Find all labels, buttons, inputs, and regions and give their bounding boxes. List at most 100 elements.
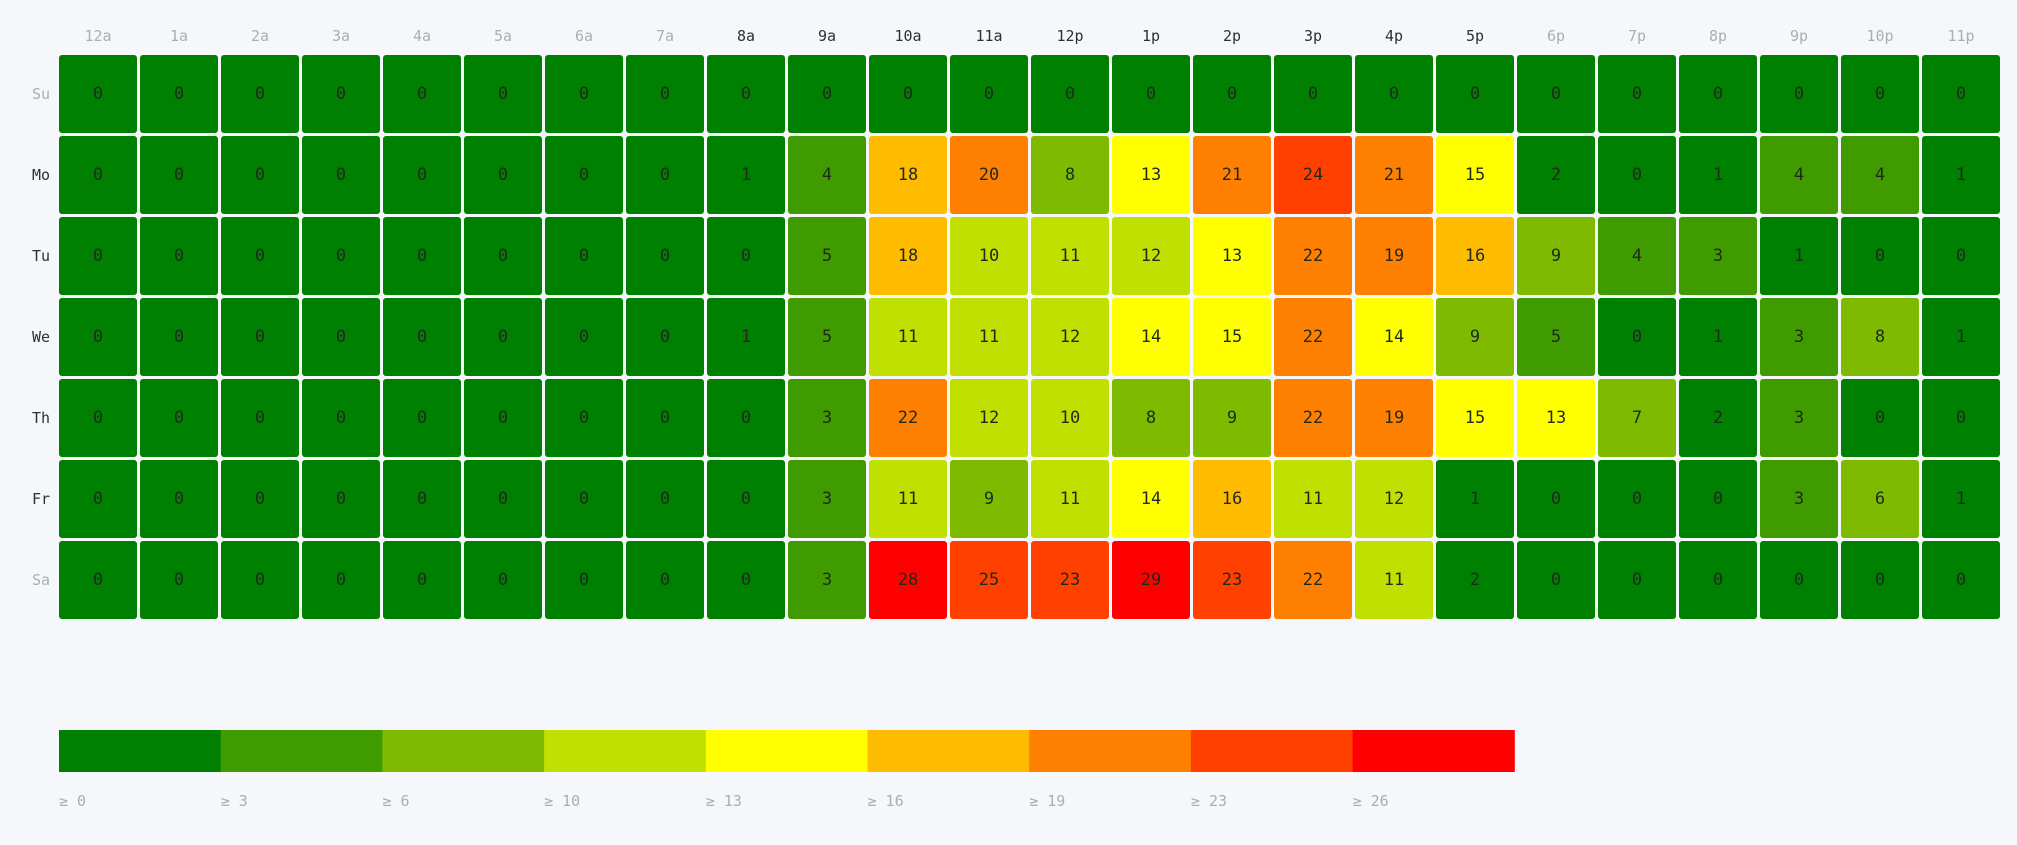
heatmap-cell[interactable] <box>221 541 299 619</box>
heatmap-cell[interactable] <box>1031 136 1109 214</box>
heatmap-cell[interactable] <box>140 541 218 619</box>
heatmap-cell[interactable] <box>626 55 704 133</box>
heatmap-cell[interactable] <box>869 541 947 619</box>
heatmap-cell[interactable] <box>626 541 704 619</box>
heatmap-cell[interactable] <box>221 55 299 133</box>
heatmap-cell[interactable] <box>788 298 866 376</box>
heatmap-cell[interactable] <box>626 217 704 295</box>
heatmap-cell[interactable] <box>1193 298 1271 376</box>
heatmap-cell[interactable] <box>140 379 218 457</box>
heatmap-cell[interactable] <box>1598 460 1676 538</box>
heatmap-cell[interactable] <box>788 460 866 538</box>
heatmap-cell[interactable] <box>1193 379 1271 457</box>
heatmap-cell[interactable] <box>707 541 785 619</box>
heatmap-cell[interactable] <box>1517 460 1595 538</box>
heatmap-cell[interactable] <box>140 55 218 133</box>
heatmap-cell[interactable] <box>626 298 704 376</box>
heatmap-cell[interactable] <box>869 379 947 457</box>
heatmap-cell[interactable] <box>1436 460 1514 538</box>
heatmap-cell[interactable] <box>1517 541 1595 619</box>
heatmap-cell[interactable] <box>1274 217 1352 295</box>
heatmap-cell[interactable] <box>545 460 623 538</box>
heatmap-cell[interactable] <box>1760 460 1838 538</box>
heatmap-cell[interactable] <box>1760 136 1838 214</box>
heatmap-cell[interactable] <box>1598 136 1676 214</box>
heatmap-cell[interactable] <box>788 55 866 133</box>
heatmap-cell[interactable] <box>1841 379 1919 457</box>
heatmap-cell[interactable] <box>1355 55 1433 133</box>
heatmap-cell[interactable] <box>1193 541 1271 619</box>
heatmap-cell[interactable] <box>1922 541 2000 619</box>
heatmap-cell[interactable] <box>464 541 542 619</box>
heatmap-cell[interactable] <box>302 217 380 295</box>
heatmap-cell[interactable] <box>950 136 1028 214</box>
heatmap-cell[interactable] <box>1112 541 1190 619</box>
heatmap-cell[interactable] <box>302 136 380 214</box>
heatmap-cell[interactable] <box>1760 217 1838 295</box>
heatmap-cell[interactable] <box>1031 460 1109 538</box>
heatmap-cell[interactable] <box>140 136 218 214</box>
heatmap-cell[interactable] <box>1355 136 1433 214</box>
heatmap-cell[interactable] <box>1436 217 1514 295</box>
heatmap-cell[interactable] <box>869 298 947 376</box>
heatmap-cell[interactable] <box>545 217 623 295</box>
heatmap-cell[interactable] <box>869 460 947 538</box>
heatmap-cell[interactable] <box>950 217 1028 295</box>
heatmap-cell[interactable] <box>626 379 704 457</box>
heatmap-cell[interactable] <box>950 379 1028 457</box>
heatmap-cell[interactable] <box>545 379 623 457</box>
heatmap-cell[interactable] <box>1922 379 2000 457</box>
heatmap-cell[interactable] <box>221 298 299 376</box>
heatmap-cell[interactable] <box>1679 460 1757 538</box>
heatmap-cell[interactable] <box>59 217 137 295</box>
heatmap-cell[interactable] <box>545 541 623 619</box>
heatmap-cell[interactable] <box>464 217 542 295</box>
heatmap-cell[interactable] <box>1031 541 1109 619</box>
heatmap-cell[interactable] <box>464 379 542 457</box>
heatmap-cell[interactable] <box>1193 217 1271 295</box>
heatmap-cell[interactable] <box>788 379 866 457</box>
heatmap-cell[interactable] <box>950 55 1028 133</box>
heatmap-cell[interactable] <box>464 136 542 214</box>
heatmap-cell[interactable] <box>1841 55 1919 133</box>
heatmap-cell[interactable] <box>1436 55 1514 133</box>
heatmap-cell[interactable] <box>221 217 299 295</box>
heatmap-cell[interactable] <box>1031 55 1109 133</box>
heatmap-cell[interactable] <box>1922 460 2000 538</box>
heatmap-cell[interactable] <box>1841 136 1919 214</box>
heatmap-cell[interactable] <box>1679 541 1757 619</box>
heatmap-cell[interactable] <box>545 136 623 214</box>
heatmap-cell[interactable] <box>59 541 137 619</box>
heatmap-cell[interactable] <box>869 136 947 214</box>
heatmap-cell[interactable] <box>59 460 137 538</box>
heatmap-cell[interactable] <box>1355 298 1433 376</box>
heatmap-cell[interactable] <box>1922 136 2000 214</box>
heatmap-cell[interactable] <box>59 298 137 376</box>
heatmap-cell[interactable] <box>869 217 947 295</box>
heatmap-cell[interactable] <box>383 541 461 619</box>
heatmap-cell[interactable] <box>383 379 461 457</box>
heatmap-cell[interactable] <box>1841 217 1919 295</box>
heatmap-cell[interactable] <box>545 55 623 133</box>
heatmap-cell[interactable] <box>1760 55 1838 133</box>
heatmap-cell[interactable] <box>1517 55 1595 133</box>
heatmap-cell[interactable] <box>1355 379 1433 457</box>
heatmap-cell[interactable] <box>302 55 380 133</box>
heatmap-cell[interactable] <box>302 460 380 538</box>
heatmap-cell[interactable] <box>1760 379 1838 457</box>
heatmap-cell[interactable] <box>1112 460 1190 538</box>
heatmap-cell[interactable] <box>1274 136 1352 214</box>
heatmap-cell[interactable] <box>140 217 218 295</box>
heatmap-cell[interactable] <box>1517 379 1595 457</box>
heatmap-cell[interactable] <box>1274 379 1352 457</box>
heatmap-cell[interactable] <box>464 298 542 376</box>
heatmap-cell[interactable] <box>1112 55 1190 133</box>
heatmap-cell[interactable] <box>626 460 704 538</box>
heatmap-cell[interactable] <box>383 136 461 214</box>
heatmap-cell[interactable] <box>1598 217 1676 295</box>
heatmap-cell[interactable] <box>1598 55 1676 133</box>
heatmap-cell[interactable] <box>221 136 299 214</box>
heatmap-cell[interactable] <box>59 55 137 133</box>
heatmap-cell[interactable] <box>950 460 1028 538</box>
heatmap-cell[interactable] <box>1679 379 1757 457</box>
